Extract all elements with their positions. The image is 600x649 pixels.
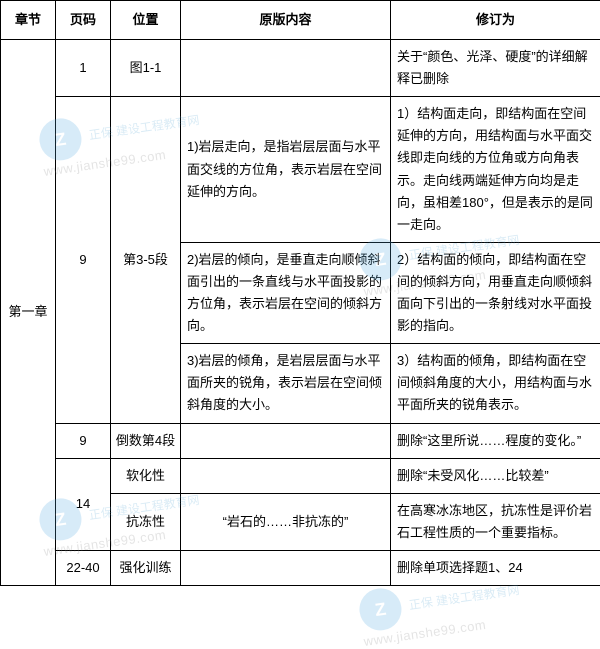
col-header-position: 位置: [111, 1, 181, 40]
cell-page: 9: [56, 97, 111, 423]
cell-original: 3)岩层的倾角，是岩层层面与水平面所夹的锐角，表示岩层在空间倾斜角度的大小。: [181, 344, 391, 423]
table-row: 第一章 1 图1-1 关于“颜色、光泽、硬度”的详细解释已删除: [1, 40, 600, 97]
table-row: 9 倒数第4段 删除“这里所说……程度的变化。”: [1, 423, 600, 458]
cell-original: [181, 40, 391, 97]
cell-page: 1: [56, 40, 111, 97]
cell-original: [181, 458, 391, 493]
cell-position: 图1-1: [111, 40, 181, 97]
cell-page: 9: [56, 423, 111, 458]
cell-position: 软化性: [111, 458, 181, 493]
cell-revised: 删除“这里所说……程度的变化。”: [391, 423, 600, 458]
watermark-logo-icon: Z: [357, 586, 404, 633]
watermark-brand: 正保 建设工程教育网: [408, 583, 520, 613]
table-row: 9 第3-5段 1)岩层走向，是指岩层层面与水平面交线的方位角，表示岩层在空间延…: [1, 97, 600, 243]
cell-page: 14: [56, 458, 111, 550]
col-header-chapter: 章节: [1, 1, 56, 40]
cell-original: “岩石的……非抗冻的”: [181, 493, 391, 550]
cell-original: 1)岩层走向，是指岩层层面与水平面交线的方位角，表示岩层在空间延伸的方向。: [181, 97, 391, 243]
col-header-original: 原版内容: [181, 1, 391, 40]
cell-chapter: 第一章: [1, 40, 56, 586]
cell-original: [181, 423, 391, 458]
cell-position: 强化训练: [111, 550, 181, 585]
cell-position: 第3-5段: [111, 97, 181, 423]
watermark-url: www.jianshe99.com: [363, 617, 487, 649]
cell-revised: 3）结构面的倾角，即结构面在空间倾斜角度的大小，用结构面与水平面所夹的锐角表示。: [391, 344, 600, 423]
cell-revised: 2）结构面的倾向，即结构面在空间的倾斜方向，用垂直走向顺倾斜面向下引出的一条射线…: [391, 242, 600, 343]
cell-revised: 关于“颜色、光泽、硬度”的详细解释已删除: [391, 40, 600, 97]
col-header-revised: 修订为: [391, 1, 600, 40]
col-header-page: 页码: [56, 1, 111, 40]
cell-revised: 在高寒冰冻地区，抗冻性是评价岩石工程性质的一个重要指标。: [391, 493, 600, 550]
cell-revised: 1）结构面走向，即结构面在空间延伸的方向，用结构面与水平面交线即走向线的方位角或…: [391, 97, 600, 243]
cell-position: 抗冻性: [111, 493, 181, 550]
cell-page: 22-40: [56, 550, 111, 585]
cell-original: 2)岩层的倾向，是垂直走向顺倾斜面引出的一条直线与水平面投影的方位角，表示岩层在…: [181, 242, 391, 343]
cell-revised: 删除单项选择题1、24: [391, 550, 600, 585]
revision-table: 章节 页码 位置 原版内容 修订为 第一章 1 图1-1 关于“颜色、光泽、硬度…: [0, 0, 600, 586]
table-row: 22-40 强化训练 删除单项选择题1、24: [1, 550, 600, 585]
cell-position: 倒数第4段: [111, 423, 181, 458]
table-row: 14 软化性 删除“未受风化……比较差”: [1, 458, 600, 493]
cell-original: [181, 550, 391, 585]
cell-revised: 删除“未受风化……比较差”: [391, 458, 600, 493]
table-header-row: 章节 页码 位置 原版内容 修订为: [1, 1, 600, 40]
